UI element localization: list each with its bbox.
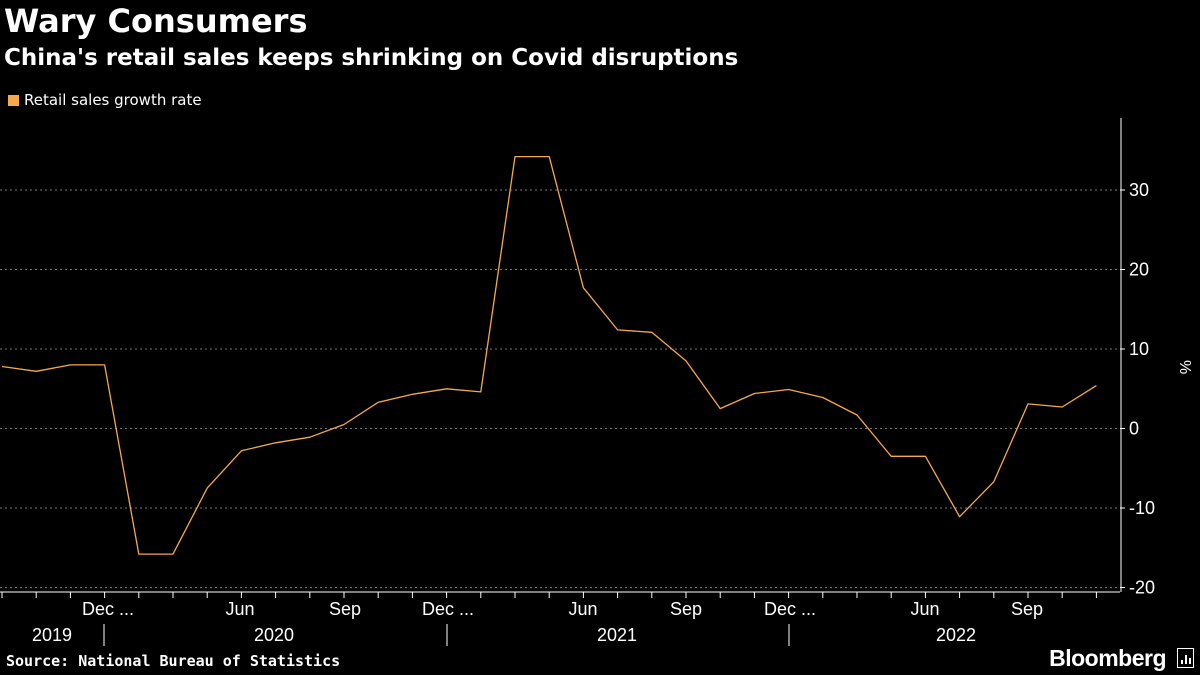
x-tick-label: Jun: [568, 599, 597, 619]
y-tick-label: 20: [1129, 260, 1149, 280]
year-label: 2021: [597, 625, 637, 645]
year-label: 2020: [254, 625, 294, 645]
x-tick-label: Jun: [225, 599, 254, 619]
x-tick-label: Dec ...: [764, 599, 816, 619]
legend-label: Retail sales growth rate: [24, 91, 202, 109]
x-tick-label: Dec ...: [422, 599, 474, 619]
y-tick-label: 10: [1129, 339, 1149, 359]
x-tick-label: Dec ...: [82, 599, 134, 619]
legend-swatch: [8, 94, 19, 106]
x-tick-label: Jun: [910, 599, 939, 619]
x-tick-label: Sep: [670, 599, 702, 619]
chart-title: Wary Consumers: [4, 2, 308, 40]
y-tick-label: -10: [1129, 498, 1155, 518]
y-axis-unit: %: [1176, 360, 1193, 374]
brand-logo: Bloomberg: [1049, 645, 1166, 671]
bloomberg-chart-icon: [1177, 648, 1194, 668]
series-line-retail-sales: [1, 155, 1097, 555]
y-tick-label: -20: [1129, 578, 1155, 598]
y-tick-label: 0: [1129, 419, 1139, 439]
x-tick-label: Sep: [1011, 599, 1043, 619]
legend: Retail sales growth rate: [8, 91, 202, 109]
chart-subtitle: China's retail sales keeps shrinking on …: [4, 45, 739, 71]
year-label: 2022: [936, 625, 976, 645]
y-tick-label: 30: [1129, 180, 1149, 200]
x-tick-label: Sep: [329, 599, 361, 619]
source-note: Source: National Bureau of Statistics: [6, 652, 341, 670]
year-label: 2019: [32, 625, 72, 645]
